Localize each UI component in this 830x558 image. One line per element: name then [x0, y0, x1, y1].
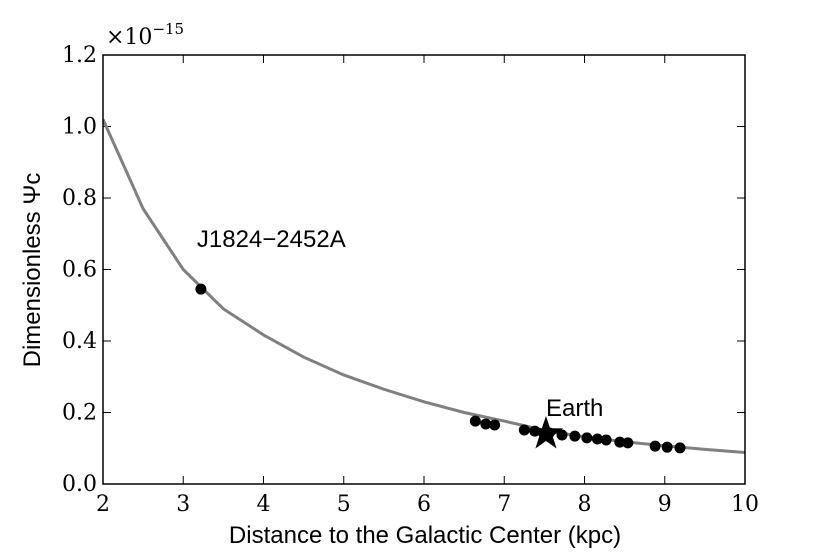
y-tick-label: 1.0: [62, 115, 97, 140]
pulsar-point: [674, 442, 686, 454]
earth-star: [528, 415, 564, 449]
pulsar-point: [195, 283, 207, 295]
multiplier-base: ×10: [106, 25, 152, 50]
x-tick-label: 10: [731, 492, 759, 517]
x-tick-label: 5: [337, 492, 351, 517]
y-tick-label: 0.6: [62, 258, 97, 283]
pulsar-point: [489, 419, 501, 431]
x-axis-label: Distance to the Galactic Center (kpc): [229, 522, 621, 549]
pulsar-point: [614, 436, 626, 448]
x-tick-label: 3: [176, 492, 190, 517]
y-tick-label: 1.2: [62, 43, 97, 68]
pulsar-point: [518, 424, 530, 436]
x-tick-label: 2: [96, 492, 110, 517]
multiplier-exponent: −15: [152, 20, 184, 38]
annotation: Earth: [546, 395, 603, 422]
pulsar-point: [591, 433, 603, 445]
y-axis-label: Dimensionless Ψc: [19, 173, 46, 368]
pulsar-point: [622, 437, 634, 449]
pulsar-point: [649, 440, 661, 452]
x-tick-label: 6: [417, 492, 431, 517]
pulsar-point: [661, 441, 673, 453]
x-tick-label: 7: [497, 492, 511, 517]
pulsar-point: [469, 415, 481, 427]
pulsar-point: [480, 418, 492, 430]
pulsar-point: [556, 429, 568, 441]
y-tick-label: 0.2: [62, 401, 97, 426]
x-tick-label: 9: [658, 492, 672, 517]
y-tick-label: 0.8: [62, 186, 97, 211]
pulsar-point: [581, 432, 593, 444]
y-tick-label: 0.0: [62, 472, 97, 497]
y-tick-label: 0.4: [62, 329, 97, 354]
annotation: J1824−2452A: [197, 226, 346, 253]
curve: [103, 118, 745, 455]
x-tick-label: 8: [578, 492, 592, 517]
plot-frame: [102, 54, 746, 485]
pulsar-point: [600, 434, 612, 446]
pulsar-point: [569, 430, 581, 442]
x-tick-label: 4: [257, 492, 271, 517]
y-multiplier: ×10−15: [106, 20, 184, 50]
